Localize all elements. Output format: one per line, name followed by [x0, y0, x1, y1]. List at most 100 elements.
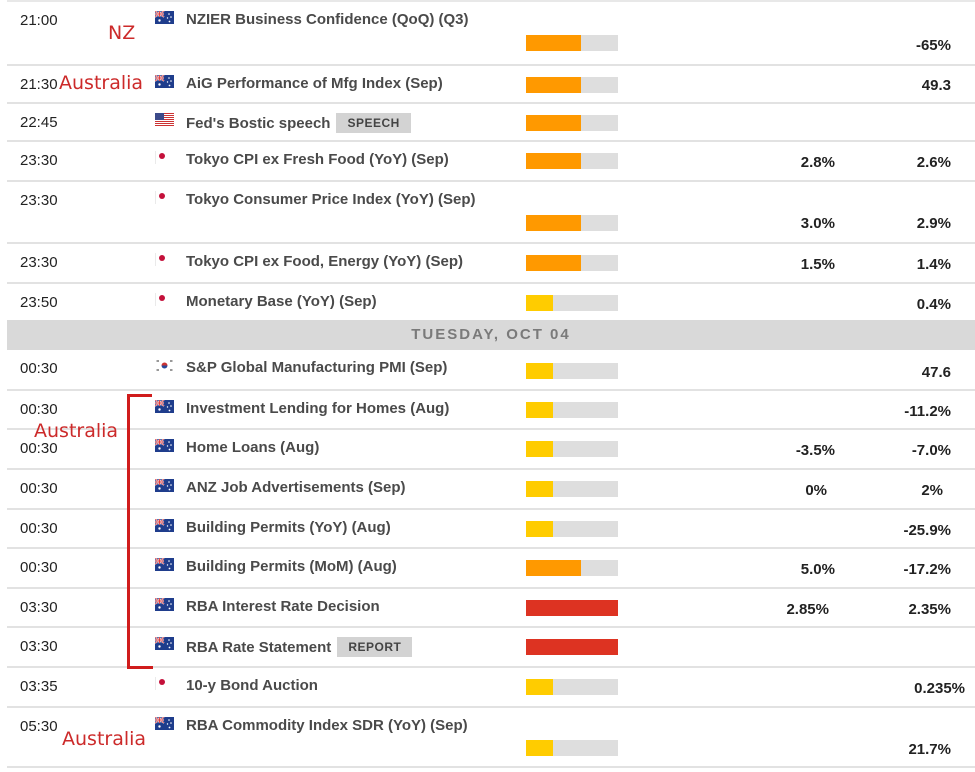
impact-fill: [526, 363, 553, 379]
impact-bar-high: [526, 600, 618, 616]
impact-fill: [526, 560, 581, 576]
au-flag-icon: [155, 439, 174, 452]
event-title[interactable]: Monetary Base (YoY) (Sep): [186, 293, 377, 310]
au-flag-icon: [155, 717, 174, 730]
event-title[interactable]: Fed's Bostic speech SPEECH: [186, 113, 411, 133]
impact-bar-medium: [526, 215, 618, 231]
forecast-value: 0%: [805, 482, 827, 499]
au-flag-icon: [155, 558, 174, 571]
event-title[interactable]: Tokyo CPI ex Fresh Food (YoY) (Sep): [186, 151, 449, 168]
impact-fill: [526, 521, 553, 537]
impact-bar-low: [526, 363, 618, 379]
forecast-value: 5.0%: [800, 561, 835, 578]
previous-value: -17.2%: [903, 561, 951, 578]
table-row[interactable]: 23:30 Tokyo CPI ex Food, Energy (YoY) (S…: [7, 242, 975, 282]
event-title[interactable]: Building Permits (YoY) (Aug): [186, 519, 391, 536]
event-title[interactable]: NZIER Business Confidence (QoQ) (Q3): [186, 11, 469, 28]
impact-bar-medium: [526, 153, 618, 169]
event-title[interactable]: Tokyo CPI ex Food, Energy (YoY) (Sep): [186, 253, 463, 270]
table-row[interactable]: 23:30 Tokyo CPI ex Fresh Food (YoY) (Sep…: [7, 140, 975, 180]
table-row[interactable]: 03:30 RBA Rate Statement REPORT: [7, 626, 975, 666]
impact-fill: [526, 679, 553, 695]
previous-value: -11.2%: [904, 403, 951, 420]
table-row[interactable]: 00:30 S&P Global Manufacturing PMI (Sep)…: [7, 350, 975, 389]
impact-fill: [526, 402, 553, 418]
event-time: 00:30: [20, 559, 58, 576]
forecast-value: 2.8%: [800, 154, 835, 171]
table-row[interactable]: 00:30 Building Permits (YoY) (Aug) -25.9…: [7, 508, 975, 547]
annotation-australia: Australia: [34, 420, 119, 442]
impact-bar-medium: [526, 560, 618, 576]
event-title[interactable]: RBA Interest Rate Decision: [186, 598, 380, 615]
impact-bar-low: [526, 402, 618, 418]
previous-value: 47.6: [921, 364, 951, 381]
au-flag-icon: [155, 519, 174, 532]
previous-value: 2%: [921, 482, 943, 499]
event-title-text: Tokyo Consumer Price Index (YoY) (Sep): [186, 191, 476, 208]
event-title[interactable]: Tokyo Consumer Price Index (YoY) (Sep): [186, 191, 476, 208]
day-header: TUESDAY, OCT 04: [7, 320, 975, 350]
report-tag: REPORT: [337, 637, 413, 657]
event-title-text: RBA Commodity Index SDR (YoY) (Sep): [186, 717, 468, 734]
impact-fill: [526, 600, 618, 616]
event-title-text: S&P Global Manufacturing PMI (Sep): [186, 359, 448, 376]
event-title[interactable]: Building Permits (MoM) (Aug): [186, 558, 397, 575]
event-title-text: Building Permits (YoY) (Aug): [186, 519, 391, 536]
event-title-text: NZIER Business Confidence (QoQ) (Q3): [186, 11, 469, 28]
table-row[interactable]: 22:45 Fed's Bostic speech SPEECH: [7, 102, 975, 140]
event-title[interactable]: Investment Lending for Homes (Aug): [186, 400, 449, 417]
au-flag-icon: [155, 598, 174, 611]
table-row[interactable]: 05:30 RBA Commodity Index SDR (YoY) (Sep…: [7, 706, 975, 768]
speech-tag: SPEECH: [336, 113, 411, 133]
previous-value: 2.9%: [916, 215, 951, 232]
table-row[interactable]: 00:30 Investment Lending for Homes (Aug)…: [7, 389, 975, 428]
event-title[interactable]: ANZ Job Advertisements (Sep): [186, 479, 406, 496]
event-title-text: Investment Lending for Homes (Aug): [186, 400, 450, 417]
event-time: 21:00: [20, 12, 58, 29]
impact-fill: [526, 255, 581, 271]
annotation-nz: NZ: [108, 22, 136, 44]
event-title[interactable]: Home Loans (Aug): [186, 439, 319, 456]
previous-value: 2.6%: [916, 154, 951, 171]
economic-calendar-table: 21:00 NZIER Business Confidence (QoQ) (Q…: [7, 0, 975, 768]
table-row[interactable]: 00:30 Home Loans (Aug) -3.5% -7.0%: [7, 428, 975, 468]
kr-flag-icon: [155, 359, 174, 372]
impact-bar-low: [526, 295, 618, 311]
impact-bar-high: [526, 639, 618, 655]
event-time: 03:30: [20, 638, 58, 655]
impact-fill: [526, 481, 553, 497]
event-time: 03:35: [20, 678, 58, 695]
event-title[interactable]: RBA Rate Statement REPORT: [186, 637, 413, 657]
forecast-value: 2.85%: [786, 601, 829, 618]
event-title[interactable]: 10-y Bond Auction: [186, 677, 318, 694]
table-row[interactable]: 23:30 Tokyo Consumer Price Index (YoY) (…: [7, 180, 975, 242]
event-title-text: Fed's Bostic speech: [186, 114, 331, 132]
table-row[interactable]: 00:30 ANZ Job Advertisements (Sep) 0% 2%: [7, 468, 975, 508]
annotation-australia: Australia: [59, 72, 144, 94]
us-flag-icon: [155, 113, 174, 126]
table-row[interactable]: 21:30 AiG Performance of Mfg Index (Sep)…: [7, 64, 975, 102]
impact-fill: [526, 740, 553, 756]
previous-value: 2.35%: [908, 601, 951, 618]
event-title-text: RBA Rate Statement: [186, 638, 332, 656]
forecast-value: 1.5%: [800, 256, 835, 273]
impact-bar-low: [526, 521, 618, 537]
impact-bar-low: [526, 481, 618, 497]
table-row[interactable]: 23:50 Monetary Base (YoY) (Sep) 0.4%: [7, 282, 975, 320]
event-time: 23:30: [20, 192, 58, 209]
event-title[interactable]: S&P Global Manufacturing PMI (Sep): [186, 359, 447, 376]
impact-fill: [526, 295, 553, 311]
impact-fill: [526, 215, 581, 231]
table-row[interactable]: 03:30 RBA Interest Rate Decision 2.85% 2…: [7, 587, 975, 626]
event-title-text: 10-y Bond Auction: [186, 677, 318, 694]
table-row[interactable]: 00:30 Building Permits (MoM) (Aug) 5.0% …: [7, 547, 975, 587]
jp-flag-icon: [155, 191, 174, 204]
event-title[interactable]: RBA Commodity Index SDR (YoY) (Sep): [186, 717, 468, 734]
impact-fill: [526, 77, 581, 93]
bracket-bottom: [127, 666, 153, 669]
table-row[interactable]: 03:35 10-y Bond Auction 0.235%: [7, 666, 975, 706]
impact-bar-low: [526, 441, 618, 457]
bracket-vertical: [127, 395, 130, 669]
table-row[interactable]: 21:00 NZIER Business Confidence (QoQ) (Q…: [7, 0, 975, 64]
event-title[interactable]: AiG Performance of Mfg Index (Sep): [186, 75, 443, 92]
